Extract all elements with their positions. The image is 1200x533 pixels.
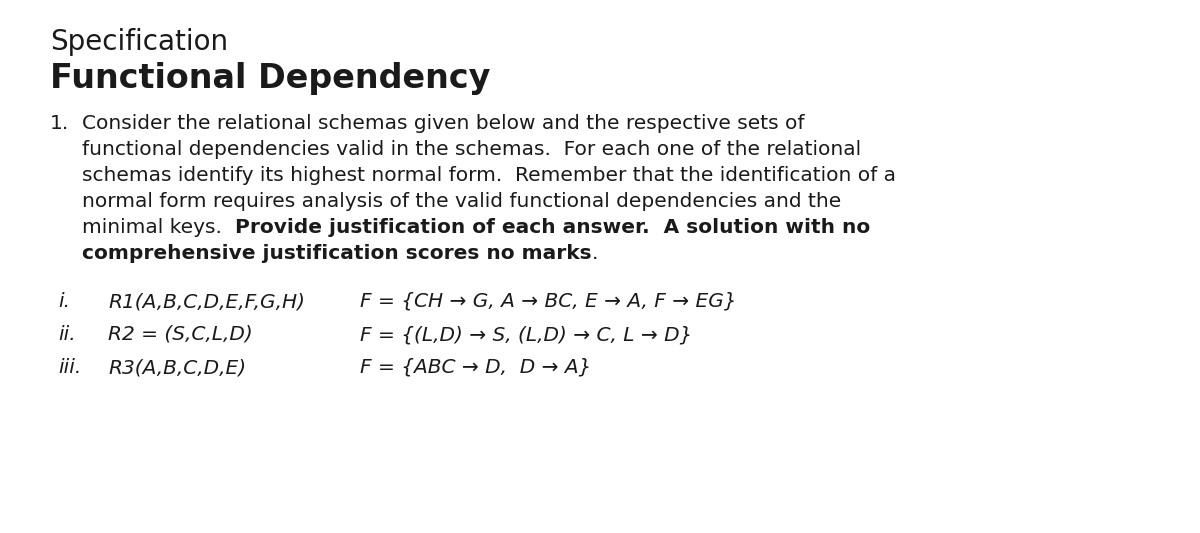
Text: Provide justification of each answer.  A solution with no: Provide justification of each answer. A … [235, 218, 870, 237]
Text: F = {CH → G, A → BC, E → A, F → EG}: F = {CH → G, A → BC, E → A, F → EG} [360, 292, 737, 311]
Text: iii.: iii. [58, 358, 82, 377]
Text: schemas identify its highest normal form.  Remember that the identification of a: schemas identify its highest normal form… [82, 166, 896, 185]
Text: comprehensive justification scores no marks: comprehensive justification scores no ma… [82, 244, 592, 263]
Text: Consider the relational schemas given below and the respective sets of: Consider the relational schemas given be… [82, 114, 804, 133]
Text: .: . [592, 244, 598, 263]
Text: 1.: 1. [50, 114, 70, 133]
Text: R1(A,B,C,D,E,F,G,H): R1(A,B,C,D,E,F,G,H) [108, 292, 305, 311]
Text: minimal keys.: minimal keys. [82, 218, 235, 237]
Text: normal form requires analysis of the valid functional dependencies and the: normal form requires analysis of the val… [82, 192, 841, 211]
Text: ii.: ii. [58, 325, 76, 344]
Text: F = {ABC → D,  D → A}: F = {ABC → D, D → A} [360, 358, 592, 377]
Text: F = {(L,D) → S, (L,D) → C, L → D}: F = {(L,D) → S, (L,D) → C, L → D} [360, 325, 692, 344]
Text: i.: i. [58, 292, 70, 311]
Text: R3(A,B,C,D,E): R3(A,B,C,D,E) [108, 358, 246, 377]
Text: functional dependencies valid in the schemas.  For each one of the relational: functional dependencies valid in the sch… [82, 140, 862, 159]
Text: Specification: Specification [50, 28, 228, 56]
Text: R2 = (S,C,L,D): R2 = (S,C,L,D) [108, 325, 253, 344]
Text: Functional Dependency: Functional Dependency [50, 62, 491, 95]
